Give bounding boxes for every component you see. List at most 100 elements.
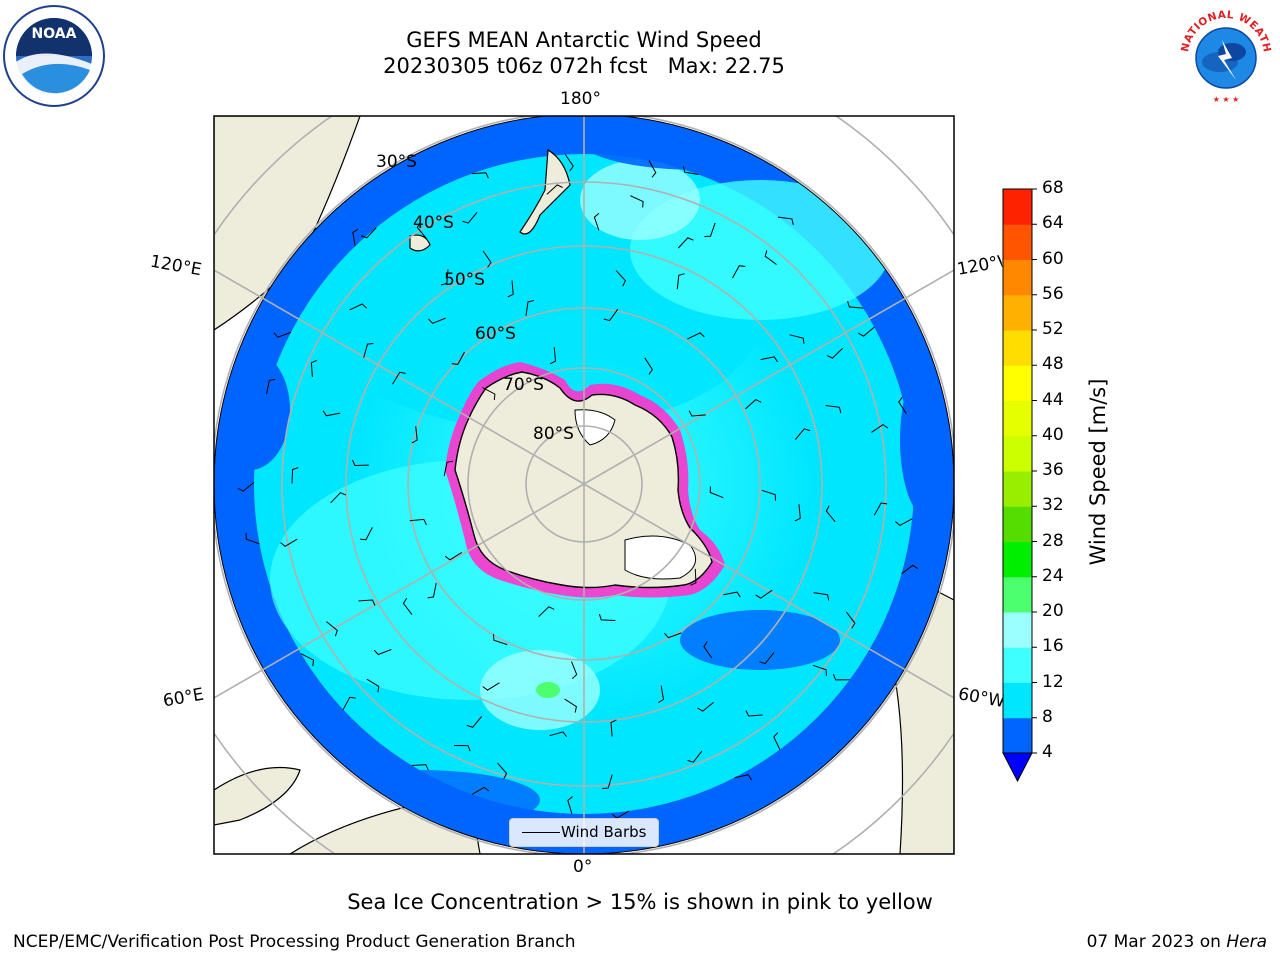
chart-title: GEFS MEAN Antarctic Wind Speed xyxy=(406,28,762,52)
wind-barb xyxy=(812,664,827,676)
footer-date-text: 07 Mar 2023 on xyxy=(1086,932,1227,952)
wind-barb xyxy=(451,351,465,365)
lon-label-180: 180° xyxy=(560,89,601,109)
wind-barb xyxy=(411,426,418,444)
lon-label-0: 0° xyxy=(573,857,593,877)
wind-barb xyxy=(764,250,777,265)
wind-barbs xyxy=(237,154,919,819)
colorbar-segment xyxy=(1003,330,1032,366)
wind-barb xyxy=(901,564,919,575)
wind-barb xyxy=(847,300,864,309)
colorbar-segment xyxy=(1003,259,1032,296)
footer-machine: Hera xyxy=(1226,932,1267,952)
wind-barb xyxy=(326,621,338,637)
wind-barb xyxy=(538,606,555,617)
wind-barb xyxy=(795,428,811,440)
wind-barb xyxy=(349,303,367,311)
wind-barb-legend-line xyxy=(522,832,560,833)
lat-label-50s: 50°S xyxy=(444,270,485,290)
wind-barb xyxy=(402,598,413,615)
colorbar-tick-label: 52 xyxy=(1042,319,1064,339)
wind-barb xyxy=(466,716,482,728)
wind-barb xyxy=(363,343,374,358)
wind-barb xyxy=(615,270,626,287)
wind-barb xyxy=(549,347,557,365)
colorbar-segment xyxy=(1003,717,1032,754)
wind-barb xyxy=(507,280,514,298)
wind-barb xyxy=(280,538,298,547)
chart-subtitle: 20230305 t06z 072h fcst Max: 22.75 xyxy=(383,54,785,78)
wind-barb xyxy=(723,591,741,598)
wind-barb xyxy=(428,317,446,324)
wind-barb xyxy=(644,357,654,375)
colorbar-segment xyxy=(1003,471,1032,507)
wind-barb xyxy=(688,410,706,417)
colorbar-segment xyxy=(1003,435,1032,472)
svg-text:★ ★ ★: ★ ★ ★ xyxy=(1213,95,1240,104)
footer-branch: NCEP/EMC/Verification Post Processing Pr… xyxy=(13,932,576,952)
wind-barb xyxy=(794,504,801,522)
wind-barb xyxy=(745,399,762,410)
colorbar-extend-min xyxy=(1002,752,1033,783)
lat-label-30s: 30°S xyxy=(376,152,417,172)
colorbar-segment xyxy=(1003,682,1032,719)
map-frame-border xyxy=(213,115,955,855)
colorbar-segment xyxy=(1003,400,1032,437)
wind-barb xyxy=(352,228,359,247)
wind-barb xyxy=(704,222,716,237)
wind-barb xyxy=(709,486,724,499)
wind-barb xyxy=(427,583,437,599)
noaa-logo-text: NOAA xyxy=(32,26,77,42)
wind-barb xyxy=(759,652,775,665)
wind-barb xyxy=(777,216,794,225)
colorbar-tick-label: 36 xyxy=(1042,460,1064,480)
new-zealand-land xyxy=(519,148,571,235)
wind-barb xyxy=(493,634,508,646)
wind-barb xyxy=(894,518,913,527)
colorbar-tick-label: 48 xyxy=(1042,354,1064,375)
wind-barb xyxy=(690,568,697,586)
wind-barb xyxy=(664,632,682,639)
wind-barb xyxy=(630,195,644,208)
wind-barb xyxy=(571,661,578,680)
wind-barb xyxy=(444,551,463,561)
colorbar-tick-label: 64 xyxy=(1042,213,1064,234)
colorbar-tick-label: 56 xyxy=(1042,283,1064,304)
wind-barb xyxy=(825,405,842,414)
wind-barb xyxy=(846,611,856,629)
wind-barb xyxy=(687,332,705,340)
wind-barb xyxy=(858,326,875,337)
wind-barb xyxy=(471,172,489,179)
noaa-logo: NOAA xyxy=(3,5,105,107)
wind-barb xyxy=(549,731,567,737)
colorbar-label: Wind Speed [m/s] xyxy=(1086,378,1110,566)
wind-barb xyxy=(392,371,406,385)
footer-date: 07 Mar 2023 on Hera xyxy=(1087,932,1267,952)
colorbar-segment xyxy=(1003,647,1032,683)
colorbar-segment xyxy=(1003,365,1032,401)
madagascar-land xyxy=(214,766,301,826)
colorbar-tick-label: 44 xyxy=(1042,389,1064,410)
sea-ice-note: Sea Ice Concentration > 15% is shown in … xyxy=(347,890,933,914)
wind-barb xyxy=(440,269,449,286)
colorbar-tick-label: 16 xyxy=(1042,636,1064,657)
wind-barb xyxy=(453,745,471,752)
wind-barb xyxy=(360,527,373,541)
wind-barb xyxy=(567,796,573,814)
national-weather-service-logo: NATIONAL WEATHER SERVICE ★ ★ ★ xyxy=(1174,4,1274,104)
colorbar-tick-label: 20 xyxy=(1042,601,1064,621)
lat-label-70s: 70°S xyxy=(503,375,544,395)
colorbar-segment xyxy=(1003,576,1032,613)
wind-barb xyxy=(873,502,888,516)
wind-barb xyxy=(291,467,299,484)
weddell-ice-shelf xyxy=(624,535,697,580)
map-legend: Wind Barbs xyxy=(509,818,659,847)
wind-barb xyxy=(676,273,685,290)
wind-barb xyxy=(789,334,805,345)
wind-barb xyxy=(683,166,699,175)
wind-barb xyxy=(273,331,292,338)
colorbar-tick-label: 24 xyxy=(1042,565,1064,586)
colorbar-segment xyxy=(1003,612,1032,648)
colorbar-tick-label: 12 xyxy=(1042,671,1064,692)
